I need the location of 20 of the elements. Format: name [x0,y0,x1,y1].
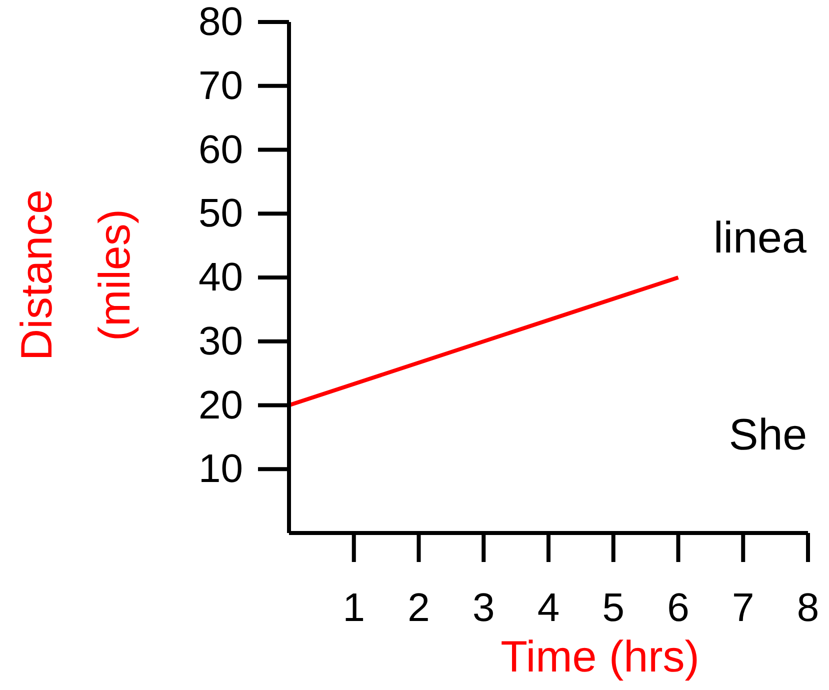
annotation: linea [714,214,808,262]
x-tick-label: 7 [732,586,754,630]
x-tick-label: 6 [667,586,690,630]
y-tick-label: 20 [198,383,243,428]
x-tick-label: 1 [342,586,365,630]
y-tick-label: 70 [198,64,243,108]
x-tick-label: 8 [796,586,820,630]
y-tick-label: 50 [198,192,243,236]
y-tick-label: 40 [198,256,243,300]
x-tick-label: 2 [408,586,430,630]
y-tick-label: 10 [198,447,243,492]
x-tick-label: 4 [537,586,560,630]
y-tick-label: 30 [198,319,243,364]
y-tick-label: 60 [198,128,243,172]
x-tick-label: 3 [472,586,495,630]
y-tick-label: 80 [198,0,243,44]
annotation: She [728,410,808,460]
y-axis-title: Distance (miles) [12,189,140,361]
x-tick-label: 5 [602,586,624,630]
x-axis-title: Time (hrs) [500,632,700,682]
